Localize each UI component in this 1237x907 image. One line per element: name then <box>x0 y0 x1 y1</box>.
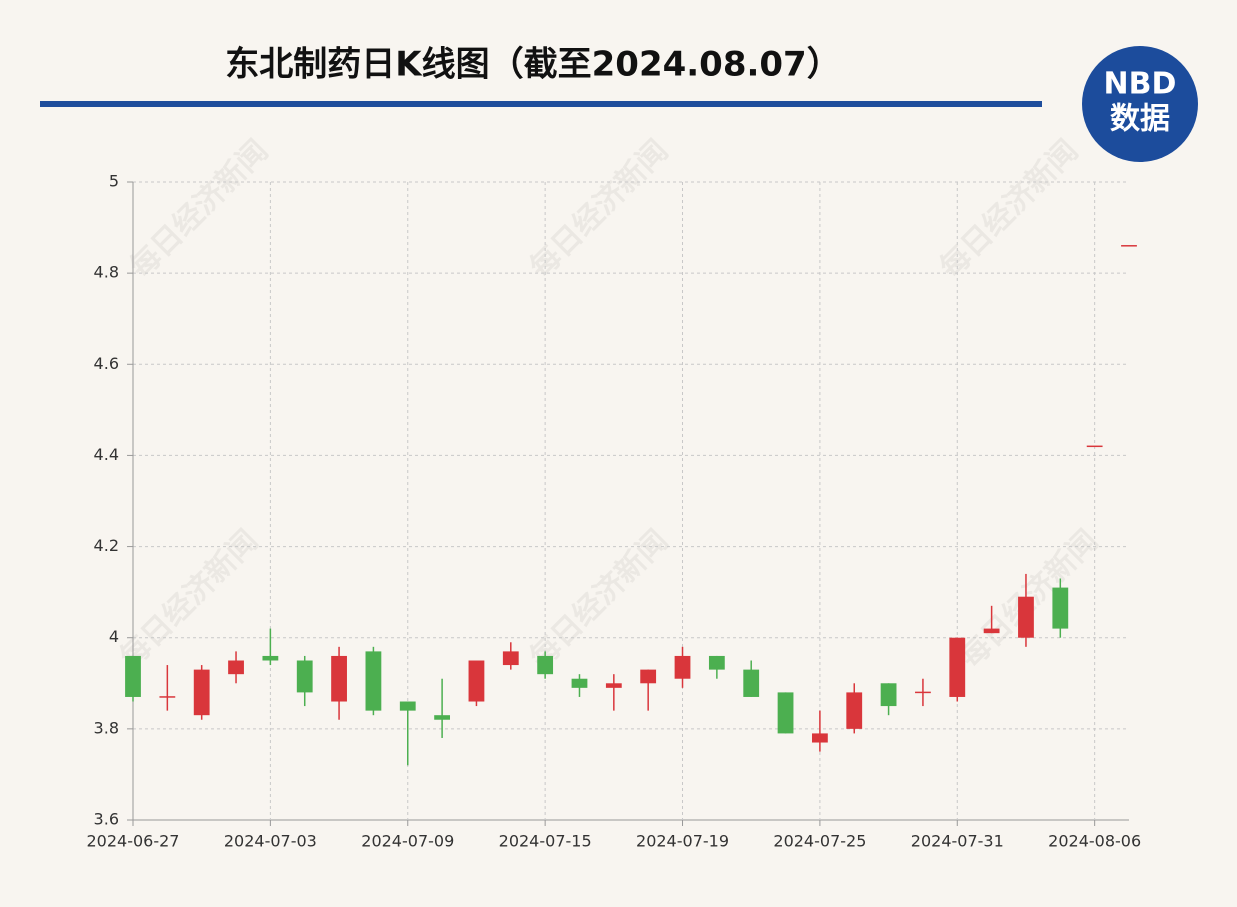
candle-body <box>296 660 313 693</box>
y-tick-label: 3.8 <box>94 718 119 737</box>
y-tick-label: 5 <box>109 172 119 191</box>
logo-circle <box>1082 46 1198 162</box>
candle-body <box>468 660 485 702</box>
candle-body <box>159 696 176 698</box>
candle-body <box>743 669 760 697</box>
y-tick-label: 4 <box>109 627 119 646</box>
x-tick-label: 2024-07-09 <box>361 832 454 851</box>
candle-body <box>399 701 416 711</box>
title-underline <box>40 101 1042 107</box>
candle-body <box>125 655 141 697</box>
logo-top: NBD <box>1104 67 1177 102</box>
candle-body <box>777 692 794 734</box>
candle-body <box>537 655 554 675</box>
candle-body <box>571 678 588 688</box>
candle-body <box>1018 596 1034 638</box>
candle-body <box>880 683 897 707</box>
candle-body <box>331 655 347 702</box>
candle-body <box>502 651 519 666</box>
candle-body <box>434 715 451 720</box>
candle-body <box>983 628 1000 634</box>
candle-body <box>262 655 279 661</box>
x-tick-label: 2024-07-19 <box>636 832 729 851</box>
candle-body <box>1086 445 1103 448</box>
y-tick-label: 4.2 <box>94 536 119 555</box>
candle-body <box>915 691 931 694</box>
candle-body <box>1052 587 1069 629</box>
x-tick-label: 2024-06-27 <box>87 832 180 851</box>
logo-bottom: 数据 <box>1110 102 1170 137</box>
y-tick-label: 4.6 <box>94 354 119 373</box>
y-tick-label: 4.4 <box>94 445 119 464</box>
candle-body <box>193 669 210 716</box>
plot: 3.6 3.8 4 4.2 4.4 4.6 4.8 5 2024-06-27 2024-07-03… <box>87 172 1142 851</box>
x-tick-label: 2024-07-25 <box>773 832 866 851</box>
candle-body <box>605 683 622 688</box>
candle-body <box>640 669 657 684</box>
x-tick-label: 2024-07-31 <box>911 832 1004 851</box>
x-tick-label: 2024-07-15 <box>499 832 592 851</box>
candle-body <box>674 655 691 679</box>
candle-body <box>708 655 725 670</box>
candle-body <box>1121 245 1137 247</box>
y-tick-label: 4.8 <box>94 263 119 282</box>
candle-body <box>811 733 828 743</box>
chart-title: 东北制药日K线图（截至2024.08.07） <box>225 45 840 85</box>
x-tick-label: 2024-08-06 <box>1048 832 1141 851</box>
x-tick-label: 2024-07-03 <box>224 832 317 851</box>
candle-body <box>365 651 382 711</box>
candle-body <box>949 637 966 697</box>
candle-body <box>228 660 244 675</box>
candle-body <box>846 692 863 729</box>
y-tick-label: 3.6 <box>94 810 119 829</box>
